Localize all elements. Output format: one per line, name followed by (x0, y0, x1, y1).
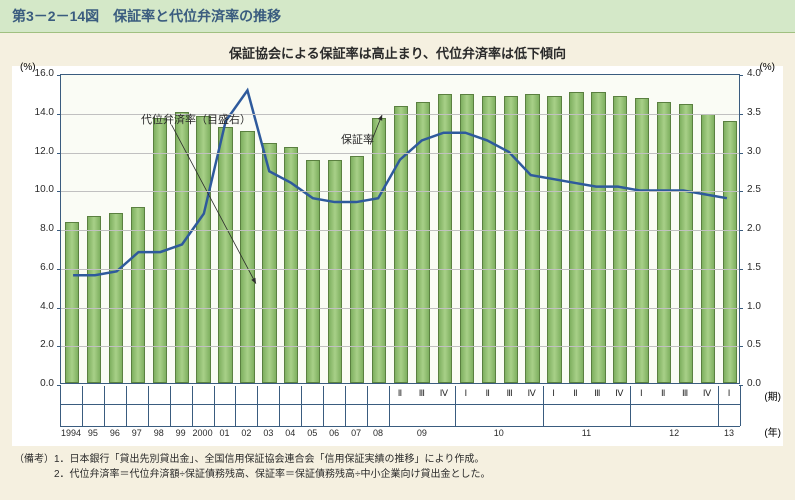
bar-guarantee-rate (328, 160, 342, 383)
bar-guarantee-rate (65, 222, 79, 383)
bar-guarantee-rate (635, 98, 649, 383)
y-right-tick-label: 1.0 (747, 301, 787, 312)
chart-container: (%) (%) 0.02.04.06.08.010.012.014.016.0 … (12, 66, 783, 446)
x-year-label: 98 (148, 428, 170, 438)
y-left-tick-label: 6.0 (14, 262, 54, 273)
x-period-label: Ⅱ (389, 388, 411, 399)
x-year-label: 11 (543, 428, 631, 438)
x-period-label: Ⅱ (477, 388, 499, 399)
x-period-label: Ⅱ (565, 388, 587, 399)
y-right-tick-label: 4.0 (747, 68, 787, 79)
x-year-label: 1994 (60, 428, 82, 438)
x-year-label: 2000 (192, 428, 214, 438)
x-period-label: Ⅲ (586, 388, 608, 399)
bar-guarantee-rate (196, 116, 210, 383)
bar-guarantee-rate (679, 104, 693, 383)
bar-guarantee-rate (109, 213, 123, 384)
bar-guarantee-rate (460, 94, 474, 383)
y-axis-left: 0.02.04.06.08.010.012.014.016.0 (12, 74, 58, 384)
x-period-label: Ⅲ (499, 388, 521, 399)
bar-guarantee-rate (394, 106, 408, 383)
x-period-label: Ⅳ (433, 388, 455, 399)
footnote-line-1: （備考）1．日本銀行「貸出先別貸出金」、全国信用保証協会連合会「信用保証実績の推… (14, 452, 781, 467)
bar-guarantee-rate (701, 114, 715, 383)
x-period-label: Ⅰ (630, 388, 652, 399)
x-period-label: Ⅳ (521, 388, 543, 399)
bar-guarantee-rate (723, 121, 737, 383)
x-year-label: 10 (455, 428, 543, 438)
bar-guarantee-rate (482, 96, 496, 383)
y-right-tick-label: 2.5 (747, 184, 787, 195)
x-year-label: 12 (630, 428, 718, 438)
bar-guarantee-rate (657, 102, 671, 383)
y-left-tick-label: 12.0 (14, 146, 54, 157)
chart-annotation: 保証率 (341, 131, 374, 147)
x-period-label: Ⅱ (652, 388, 674, 399)
x-year-label: 05 (301, 428, 323, 438)
y-left-tick-label: 8.0 (14, 223, 54, 234)
x-period-label: Ⅰ (718, 388, 740, 399)
x-axis-labels: ⅡⅢⅣⅠⅡⅢⅣⅠⅡⅢⅣⅠⅡⅢⅣⅠ199495969798992000010203… (60, 386, 740, 440)
x-year-label: 95 (82, 428, 104, 438)
bar-guarantee-rate (306, 160, 320, 383)
bar-guarantee-rate (416, 102, 430, 383)
x-year-label: 02 (235, 428, 257, 438)
x-year-label: 01 (214, 428, 236, 438)
x-year-label: 06 (323, 428, 345, 438)
x-period-label: Ⅳ (608, 388, 630, 399)
footnote: （備考）1．日本銀行「貸出先別貸出金」、全国信用保証協会連合会「信用保証実績の推… (14, 452, 781, 482)
bar-guarantee-rate (240, 131, 254, 383)
figure-title: 第3－2－14図 保証率と代位弁済率の推移 (12, 6, 783, 26)
x-axis-year-label: (年) (764, 424, 781, 439)
bar-guarantee-rate (438, 94, 452, 383)
bar-guarantee-rate (284, 147, 298, 383)
x-year-label: 08 (367, 428, 389, 438)
y-right-tick-label: 3.0 (747, 146, 787, 157)
x-period-label: Ⅰ (543, 388, 565, 399)
bar-guarantee-rate (153, 118, 167, 383)
bar-guarantee-rate (525, 94, 539, 383)
x-year-label: 99 (170, 428, 192, 438)
y-left-tick-label: 10.0 (14, 184, 54, 195)
bar-guarantee-rate (591, 92, 605, 383)
y-right-tick-label: 1.5 (747, 262, 787, 273)
y-right-tick-label: 0.5 (747, 339, 787, 350)
figure-header: 第3－2－14図 保証率と代位弁済率の推移 (0, 0, 795, 33)
footnote-line-2: 2．代位弁済率＝代位弁済額÷保証債務残高、保証率＝保証債務残高÷中小企業向け貸出… (14, 467, 781, 482)
y-right-tick-label: 3.5 (747, 107, 787, 118)
bar-guarantee-rate (569, 92, 583, 383)
bar-guarantee-rate (131, 207, 145, 383)
figure-subtitle: 保証協会による保証率は高止まり、代位弁済率は低下傾向 (0, 43, 795, 62)
x-period-label: Ⅲ (411, 388, 433, 399)
y-left-tick-label: 2.0 (14, 339, 54, 350)
x-period-label: Ⅳ (696, 388, 718, 399)
y-left-tick-label: 4.0 (14, 301, 54, 312)
chart-plot-area: 代位弁済率（目盛右） 保証率 (60, 74, 740, 384)
bar-guarantee-rate (87, 216, 101, 383)
y-right-tick-label: 2.0 (747, 223, 787, 234)
x-year-label: 13 (718, 428, 740, 438)
y-axis-right: 0.00.51.01.52.02.53.03.54.0 (743, 74, 783, 384)
bar-guarantee-rate (218, 127, 232, 383)
x-year-label: 97 (126, 428, 148, 438)
y-left-tick-label: 0.0 (14, 378, 54, 389)
bar-guarantee-rate (613, 96, 627, 383)
x-year-label: 04 (279, 428, 301, 438)
chart-annotation: 代位弁済率（目盛右） (141, 111, 251, 127)
bar-guarantee-rate (372, 118, 386, 383)
y-left-tick-label: 16.0 (14, 68, 54, 79)
x-year-label: 03 (257, 428, 279, 438)
x-period-label: Ⅲ (674, 388, 696, 399)
x-year-label: 96 (104, 428, 126, 438)
x-axis-period-label: (期) (764, 388, 781, 403)
x-year-label: 07 (345, 428, 367, 438)
bar-guarantee-rate (547, 96, 561, 383)
x-year-label: 09 (389, 428, 455, 438)
y-left-tick-label: 14.0 (14, 107, 54, 118)
x-period-label: Ⅰ (455, 388, 477, 399)
bar-guarantee-rate (504, 96, 518, 383)
